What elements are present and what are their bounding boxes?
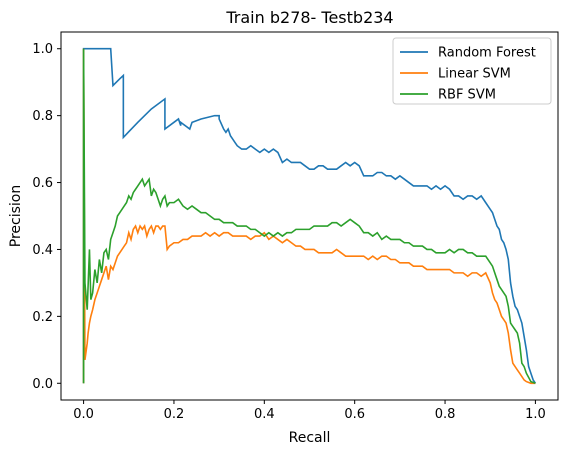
x-tick-label: 0.8 <box>435 407 456 422</box>
y-axis: 0.0 0.2 0.4 0.6 0.8 1.0 <box>32 42 61 392</box>
x-axis-label: Recall <box>289 430 331 446</box>
chart-title: Train b278- Testb234 <box>225 8 393 27</box>
x-tick-label: 0.4 <box>254 407 275 422</box>
y-tick-label: 0.4 <box>32 243 53 258</box>
y-tick-label: 0.0 <box>32 377 53 392</box>
series-line-rbf-svm <box>82 48 536 385</box>
legend: Random Forest Linear SVM RBF SVM <box>392 37 552 105</box>
x-tick-label: 0.0 <box>73 407 94 422</box>
x-tick-label: 1.0 <box>525 407 546 422</box>
y-tick-label: 0.6 <box>32 176 53 191</box>
series-line-random-forest <box>82 47 537 384</box>
legend-box <box>392 37 552 105</box>
series-line-linear-svm <box>82 48 536 385</box>
y-tick-label: 1.0 <box>32 42 53 57</box>
legend-label: Random Forest <box>438 46 536 61</box>
plot-frame <box>60 31 559 401</box>
y-axis-label: Precision <box>8 185 24 247</box>
series-layer <box>82 47 537 385</box>
plot-area <box>60 31 559 401</box>
y-tick-label: 0.2 <box>32 310 53 325</box>
x-tick-label: 0.2 <box>164 407 185 422</box>
legend-label: RBF SVM <box>438 88 496 103</box>
x-tick-label: 0.6 <box>344 407 365 422</box>
legend-label: Linear SVM <box>438 67 511 82</box>
x-axis: 0.0 0.2 0.4 0.6 0.8 1.0 <box>73 400 546 422</box>
y-tick-label: 0.8 <box>32 109 53 124</box>
